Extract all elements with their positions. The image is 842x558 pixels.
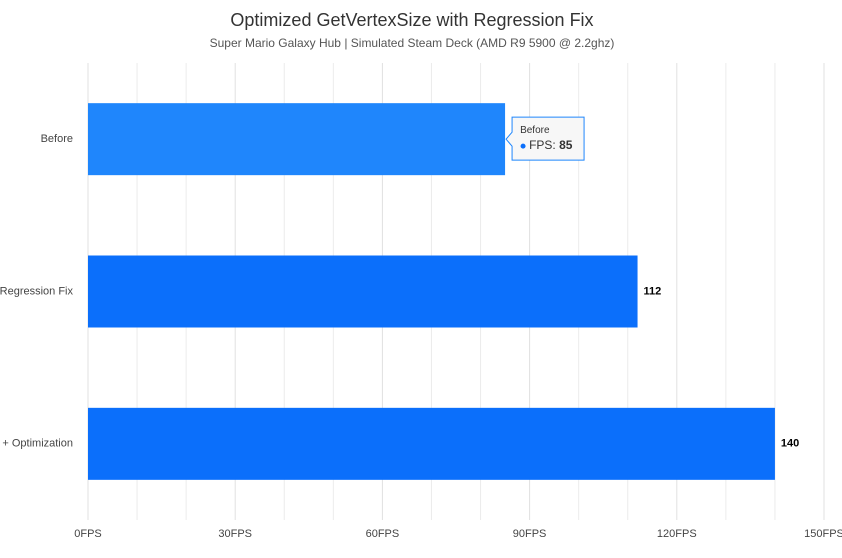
chart-subtitle: Super Mario Galaxy Hub | Simulated Steam… [210,36,615,50]
data-label: 140 [781,438,799,450]
tooltip-box [505,116,585,161]
tooltip-dot [520,143,526,149]
y-tick-label: Before [41,133,73,145]
tooltip-title: Before [520,125,550,136]
tooltip-value: 85 [559,138,573,152]
bar [88,103,506,176]
tooltip-series: FPS [529,138,552,152]
bar [88,407,775,480]
bar [88,255,638,328]
chart-title: Optimized GetVertexSize with Regression … [230,10,593,30]
data-label: 112 [644,285,662,297]
y-tick-label: Regression Fix [0,285,73,297]
x-tick-label: 0FPS [74,528,102,540]
x-tick-label: 60FPS [366,528,400,540]
y-tick-label: + Optimization [2,438,73,450]
x-tick-label: 90FPS [513,528,547,540]
x-tick-label: 150FPS [804,528,842,540]
x-tick-label: 120FPS [657,528,697,540]
tooltip-text: FPS: 85 [529,138,573,152]
x-tick-label: 30FPS [218,528,252,540]
tooltip-sep: : [552,138,559,152]
tooltip: Before FPS: 85 [505,116,585,161]
